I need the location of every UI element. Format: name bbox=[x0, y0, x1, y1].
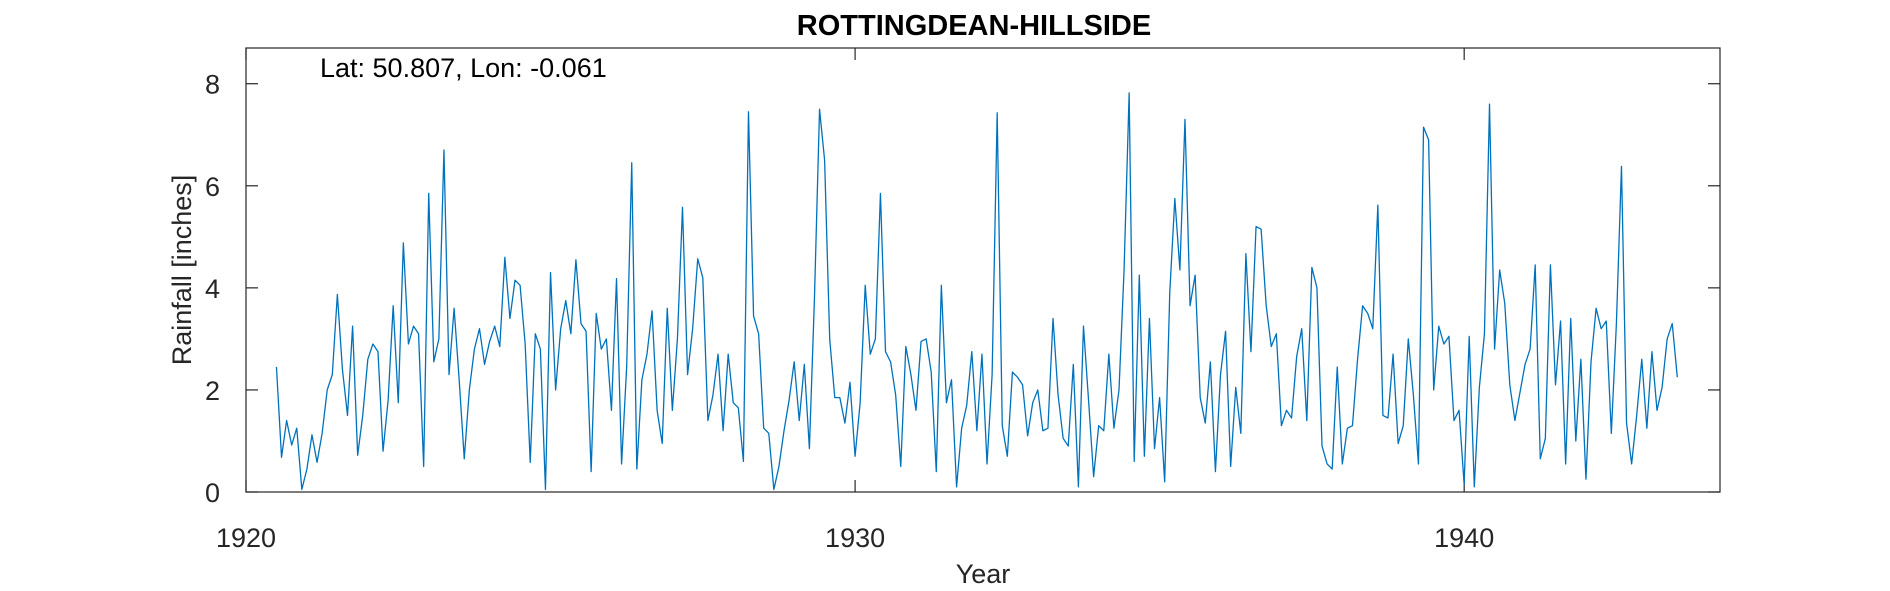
x-axis-label: Year bbox=[956, 559, 1011, 589]
y-tick-label: 4 bbox=[205, 274, 220, 304]
x-tick-label: 1930 bbox=[825, 523, 885, 553]
x-tick-label: 1920 bbox=[216, 523, 276, 553]
y-tick-label: 6 bbox=[205, 172, 220, 202]
rainfall-series-line bbox=[275, 92, 1678, 491]
y-axis-label: Rainfall [inches] bbox=[167, 175, 197, 366]
x-tick-label: 1940 bbox=[1434, 523, 1494, 553]
chart-title: ROTTINGDEAN-HILLSIDE bbox=[797, 10, 1151, 42]
y-tick-label: 0 bbox=[205, 478, 220, 508]
plot-box bbox=[245, 47, 1721, 493]
y-axis-ticks: 0 2 4 6 8 bbox=[205, 70, 1720, 508]
y-tick-label: 2 bbox=[205, 376, 220, 406]
location-annotation: Lat: 50.807, Lon: -0.061 bbox=[320, 53, 607, 83]
y-tick-label: 8 bbox=[205, 70, 220, 100]
plot-axes bbox=[245, 47, 1721, 493]
x-axis-ticks: 1920 1930 1940 bbox=[216, 48, 1494, 553]
